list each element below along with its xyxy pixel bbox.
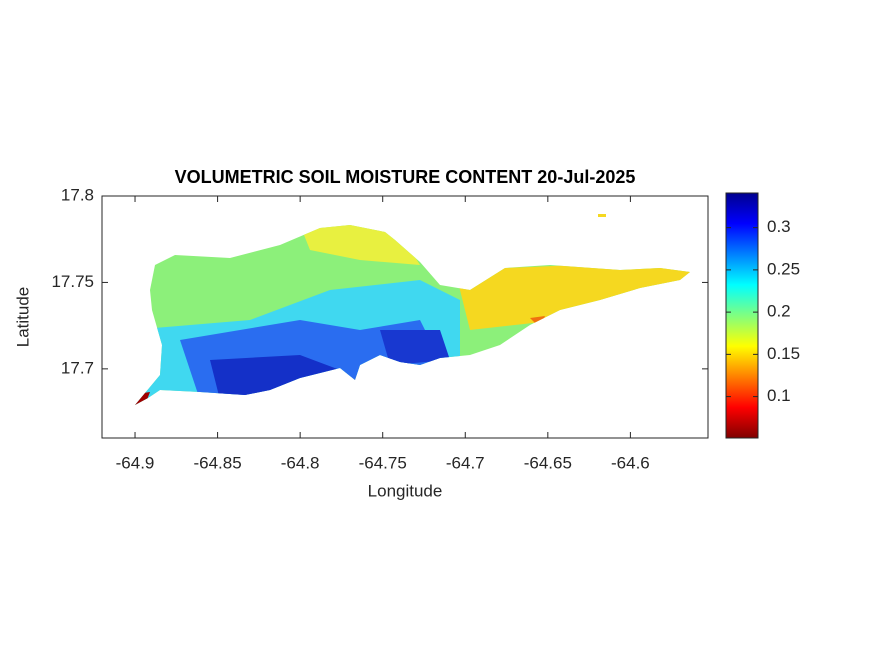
- y-tick-label: 17.7: [61, 358, 94, 377]
- x-tick-label: -64.65: [524, 453, 572, 472]
- colorbar-tick-label: 0.3: [767, 217, 791, 236]
- colorbar-tick-label: 0.15: [767, 344, 800, 363]
- y-axis-label: Latitude: [13, 287, 32, 348]
- x-tick-label: -64.85: [193, 453, 241, 472]
- x-tick-label: -64.8: [281, 453, 320, 472]
- y-tick-label: 17.8: [61, 185, 94, 204]
- colorbar: [725, 192, 759, 439]
- x-tick-label: -64.6: [611, 453, 650, 472]
- colorbar-tick-label: 0.25: [767, 259, 800, 278]
- x-axis-label: Longitude: [368, 481, 443, 500]
- colorbar-tick-label: 0.1: [767, 386, 791, 405]
- x-tick-label: -64.9: [116, 453, 155, 472]
- y-tick-label: 17.75: [51, 272, 94, 291]
- x-tick-label: -64.7: [446, 453, 485, 472]
- islet: [598, 214, 606, 217]
- x-tick-label: -64.75: [359, 453, 407, 472]
- chart-title: VOLUMETRIC SOIL MOISTURE CONTENT 20-Jul-…: [175, 167, 636, 187]
- colorbar-tick-label: 0.2: [767, 302, 791, 321]
